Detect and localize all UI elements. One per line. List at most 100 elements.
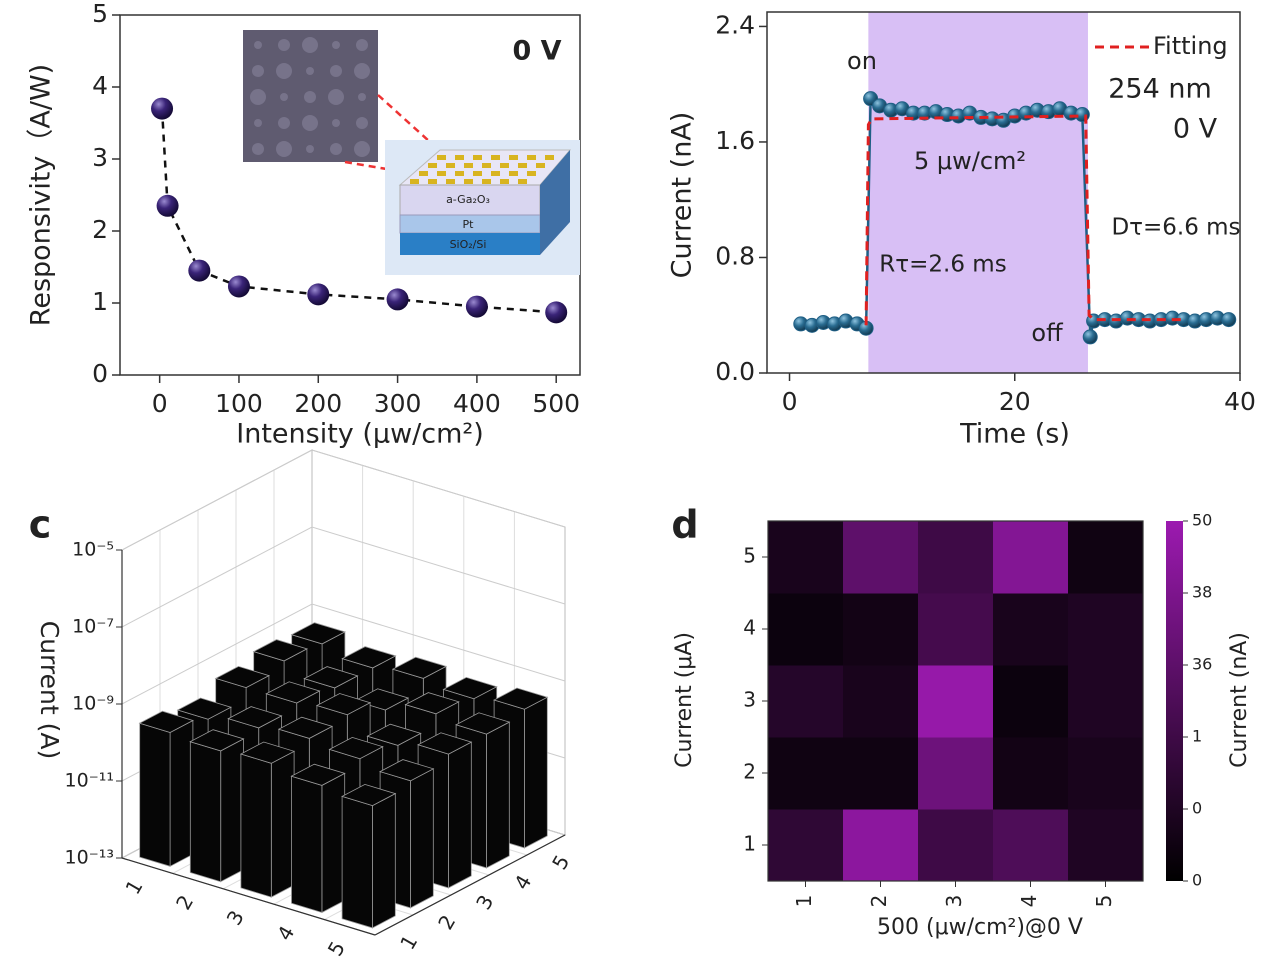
row-label: 3 <box>222 906 249 929</box>
inset-dot <box>250 89 266 105</box>
bar-face <box>328 736 384 760</box>
y-axis-label: Responsivity（A/W) <box>26 64 57 326</box>
bar-face <box>240 753 272 898</box>
bar-face <box>290 622 346 645</box>
inset-dot <box>332 119 340 127</box>
heat-cell <box>768 665 844 738</box>
inset-dot <box>356 39 368 51</box>
row-label: 5 <box>323 937 350 960</box>
bar-face <box>404 692 460 715</box>
column-label: 4 <box>509 871 536 894</box>
bar <box>239 741 296 898</box>
device-pad <box>437 155 446 160</box>
x-axis-label: 500 (μw/cm²)@0 V <box>877 915 1083 940</box>
y-tick-label: 10⁻¹³ <box>65 847 114 869</box>
x-tick-label: 2 <box>867 895 891 908</box>
bar-face <box>139 722 171 867</box>
inset-dot <box>304 91 316 103</box>
row-axis <box>121 857 376 936</box>
device-pad <box>500 179 509 184</box>
inset-label: Pt <box>463 218 475 231</box>
heat-cell <box>918 737 994 810</box>
bar-face <box>239 741 296 764</box>
series-line <box>864 114 1184 326</box>
panel-label: c <box>29 503 52 547</box>
device-side <box>540 150 570 255</box>
data-point <box>465 295 488 318</box>
inset-dot <box>330 143 342 155</box>
heat-cell <box>918 665 994 738</box>
inset-dot <box>276 141 292 157</box>
device-pad <box>464 163 473 168</box>
device-pad <box>464 179 473 184</box>
inset-dot <box>328 89 344 105</box>
row-label: 2 <box>171 891 198 914</box>
heat-cell <box>843 665 919 738</box>
bar-face <box>524 696 548 849</box>
x-axis-label: Time (s) <box>959 419 1070 450</box>
device-pad <box>491 155 500 160</box>
row-label: 4 <box>272 922 299 945</box>
y-tick-label: 2 <box>92 215 108 244</box>
colorbar-label: Current (nA) <box>1227 632 1252 768</box>
inset-dot <box>358 93 366 101</box>
x-tick-label: 20 <box>999 387 1031 416</box>
y-tick-label: 1 <box>92 287 108 316</box>
bar-face <box>176 697 232 720</box>
data-point <box>1082 329 1098 345</box>
device-pad <box>446 163 455 168</box>
heat-cell <box>1068 665 1144 738</box>
y-tick-label: 0.8 <box>715 241 755 270</box>
col-axis <box>374 834 566 936</box>
bar-face <box>291 775 323 914</box>
inset-pointer <box>377 94 451 161</box>
column-label: 3 <box>471 891 498 914</box>
bar-face <box>366 723 422 746</box>
column-label: 1 <box>395 931 422 954</box>
heat-cell <box>993 521 1069 594</box>
data-point <box>227 275 250 298</box>
y-axis-label: Current (A) <box>35 621 64 759</box>
highlight <box>868 12 1088 373</box>
x-tick-label: 1 <box>792 895 816 908</box>
data-point <box>156 194 179 217</box>
heat-cell <box>1068 809 1144 882</box>
heat-cell <box>768 809 844 882</box>
x-tick-label: 400 <box>453 389 501 418</box>
device-pad <box>518 179 527 184</box>
annotation: 254 nm <box>1108 74 1212 105</box>
bar <box>189 729 245 883</box>
y-tick-label: 10⁻⁹ <box>72 693 114 715</box>
y-tick-label: 1 <box>743 832 756 856</box>
column-label: 2 <box>433 911 460 934</box>
heat-cell <box>843 737 919 810</box>
bar-face <box>341 783 397 807</box>
bar-face <box>227 706 283 729</box>
x-tick-label: 4 <box>1017 895 1041 908</box>
x-tick-label: 40 <box>1224 387 1256 416</box>
grid-line <box>121 526 566 628</box>
y-tick-label: 0 <box>92 359 108 388</box>
device-pad <box>491 171 500 176</box>
bar-face <box>303 666 359 689</box>
legend-label: Fitting <box>1153 32 1228 60</box>
y-tick-label: 0.0 <box>715 357 755 386</box>
bar-face <box>442 676 498 700</box>
y-tick-label: 10⁻⁵ <box>72 539 114 561</box>
inset-dot <box>278 39 290 51</box>
heat-cell <box>993 665 1069 738</box>
annotation: Dτ=6.6 ms <box>1111 215 1240 241</box>
colorbar-tick-label: 36 <box>1192 655 1212 674</box>
x-tick-label: 200 <box>294 389 342 418</box>
heat-cell <box>993 809 1069 882</box>
bar-face <box>486 721 510 869</box>
heat-cell <box>843 521 919 594</box>
bar-face <box>493 687 549 710</box>
bar-face <box>341 646 397 669</box>
bar-face <box>270 750 295 898</box>
x-tick-label: 3 <box>942 895 966 908</box>
data-point <box>188 259 211 282</box>
device-pad <box>482 179 491 184</box>
bar-face <box>372 792 396 929</box>
